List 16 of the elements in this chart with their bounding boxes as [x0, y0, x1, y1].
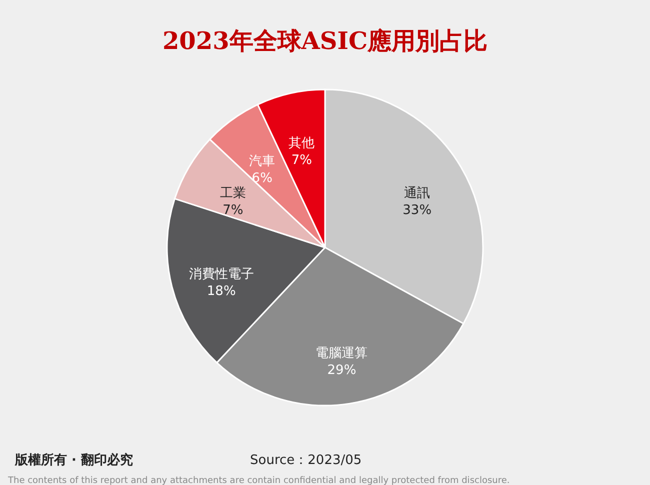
slice-label: 其他	[288, 136, 315, 152]
data-label: 18%	[206, 284, 236, 300]
text: The contents of this report and any attachments are contain confidential and legally protected from disclosure.	[7, 476, 510, 485]
text: 版權所有 · 翻印必究	[14, 452, 133, 468]
slice-label: 工業	[220, 186, 246, 202]
slice-label: 通訊	[404, 186, 430, 202]
slice-label: 消費性電子	[188, 267, 254, 282]
chart-title: 2023年全球ASIC應用別占比	[162, 26, 488, 55]
data-label: 7%	[291, 153, 312, 168]
slice-label: 汽車	[249, 154, 276, 169]
source-note: Source：2023/05	[250, 453, 362, 468]
data-label: 29%	[327, 363, 356, 378]
data-label: 7%	[222, 203, 244, 218]
data-label: 6%	[252, 170, 272, 186]
data-label: 33%	[402, 203, 432, 218]
slice-label: 電腦運算	[316, 346, 368, 362]
